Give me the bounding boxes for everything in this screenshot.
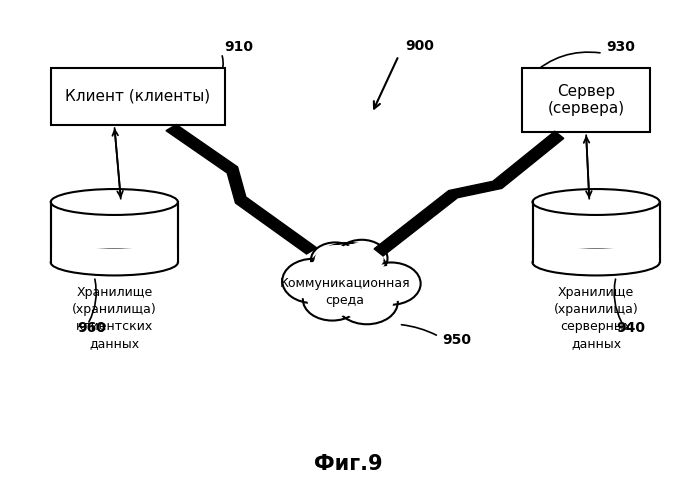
Ellipse shape — [533, 189, 659, 215]
Ellipse shape — [533, 250, 659, 276]
Text: 960: 960 — [77, 320, 107, 334]
Circle shape — [314, 245, 356, 274]
Polygon shape — [374, 131, 564, 256]
Circle shape — [310, 243, 387, 298]
Polygon shape — [166, 124, 317, 254]
Bar — [523, 68, 650, 132]
Text: 910: 910 — [224, 40, 254, 54]
Text: Хранилище
(хранилища)
клиентских
данных: Хранилище (хранилища) клиентских данных — [72, 286, 157, 350]
Circle shape — [316, 247, 381, 294]
Bar — [533, 202, 659, 262]
Text: Фиг.9: Фиг.9 — [314, 454, 383, 473]
Text: Хранилище
(хранилища)
серверных
данных: Хранилище (хранилища) серверных данных — [553, 286, 638, 350]
Bar — [51, 68, 224, 125]
Circle shape — [336, 240, 388, 277]
Circle shape — [303, 278, 362, 320]
Bar — [532, 249, 660, 262]
Circle shape — [307, 282, 358, 318]
Text: 940: 940 — [616, 320, 645, 334]
Circle shape — [287, 262, 339, 300]
Circle shape — [336, 280, 398, 324]
Text: 900: 900 — [406, 39, 434, 53]
Bar — [51, 202, 178, 262]
Text: Клиент (клиенты): Клиент (клиенты) — [65, 89, 210, 104]
Text: 930: 930 — [606, 40, 635, 54]
Text: Коммуникационная
среда: Коммуникационная среда — [279, 277, 411, 307]
Circle shape — [341, 283, 393, 321]
Text: 950: 950 — [442, 332, 471, 346]
Circle shape — [282, 259, 344, 303]
Circle shape — [362, 262, 420, 304]
Circle shape — [340, 242, 383, 274]
Ellipse shape — [51, 250, 178, 276]
Bar — [50, 249, 178, 262]
Text: Сервер
(сервера): Сервер (сервера) — [547, 84, 625, 116]
Circle shape — [366, 266, 416, 302]
Ellipse shape — [51, 189, 178, 215]
Circle shape — [311, 242, 360, 278]
